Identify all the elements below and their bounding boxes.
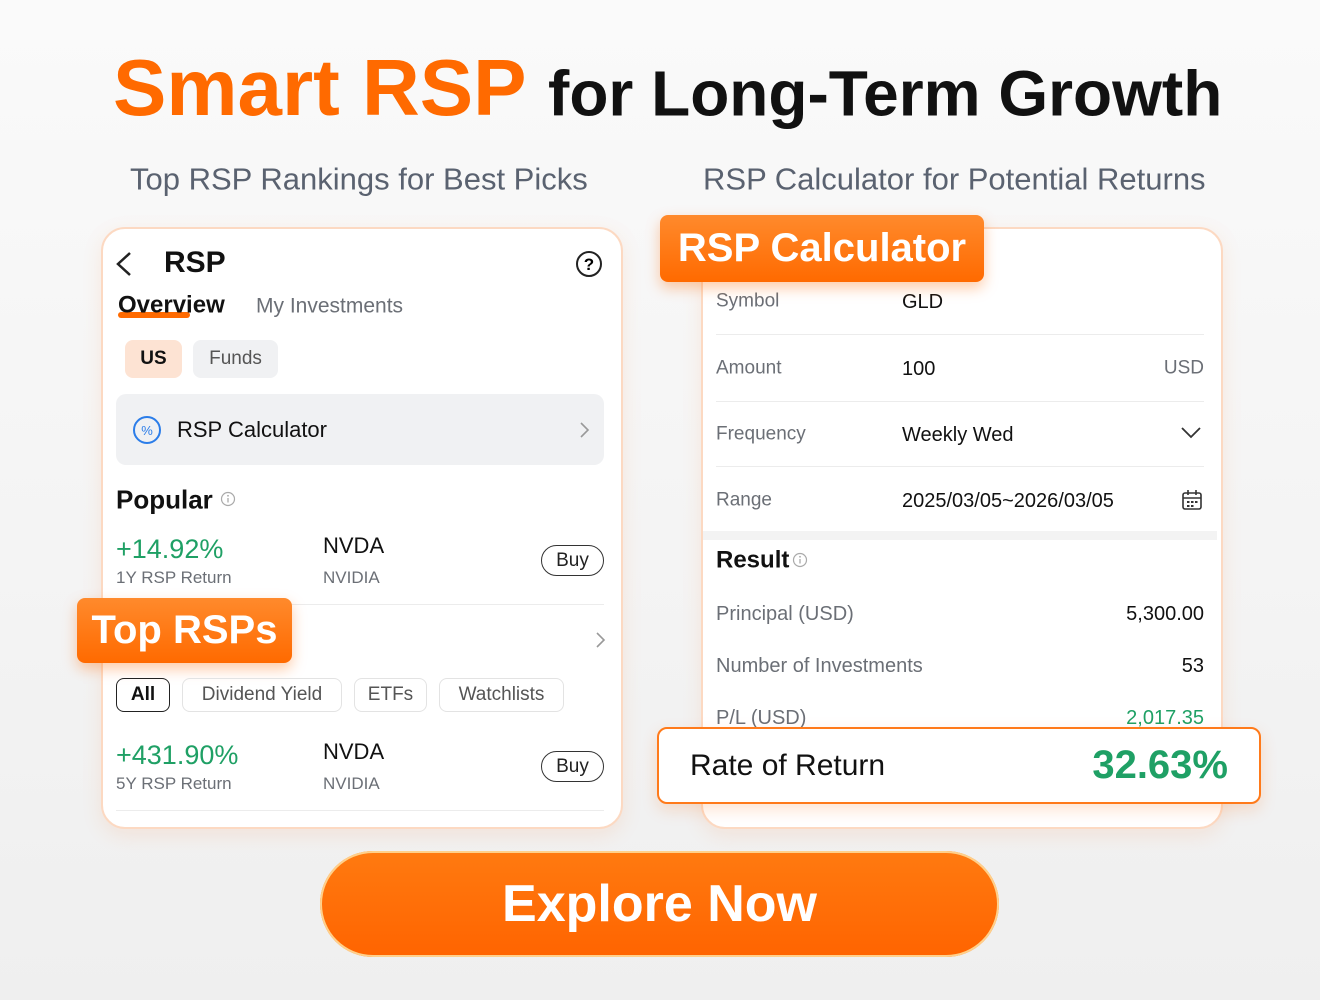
cta-button[interactable]: Explore Now <box>320 851 999 957</box>
calculator-row[interactable] <box>116 394 604 465</box>
input-label: Symbol <box>716 290 780 312</box>
calculator-link[interactable]: RSP Calculator <box>177 416 327 442</box>
divider <box>116 810 604 811</box>
section-heading: Result <box>716 546 790 574</box>
info-icon[interactable] <box>792 552 808 568</box>
input-value[interactable]: GLD <box>902 291 944 313</box>
help-icon[interactable]: ? <box>575 250 603 278</box>
rate-box <box>657 727 1261 804</box>
calculator-icon: % <box>133 416 161 444</box>
chevron <box>580 422 590 438</box>
section-separator <box>703 531 1217 540</box>
divider <box>716 401 1204 402</box>
caption: Top RSP Rankings for Best Picks <box>130 161 588 197</box>
tab[interactable]: Overview <box>118 291 225 319</box>
filter-pill[interactable]: Dividend Yield <box>182 678 342 712</box>
buy-button[interactable]: Buy <box>541 751 604 782</box>
return-label: 1Y RSP Return <box>116 567 232 587</box>
result-label: Number of Investments <box>716 655 923 677</box>
result-value: 53 <box>1181 655 1204 677</box>
divider <box>116 604 604 605</box>
calendar-icon[interactable] <box>1181 489 1203 511</box>
title-highlight: Smart RSP <box>113 43 527 132</box>
stock-name: NVIDIA <box>323 567 380 587</box>
symbol: NVDA <box>323 738 385 764</box>
market-pill[interactable]: US <box>125 340 182 378</box>
filter-pill[interactable]: Watchlists <box>439 678 564 712</box>
stock-name: NVIDIA <box>323 773 380 793</box>
dropdown-icon[interactable] <box>1180 426 1202 440</box>
return-label: 5Y RSP Return <box>116 773 232 793</box>
result-label: Principal (USD) <box>716 603 854 625</box>
rankings-card <box>101 227 623 829</box>
return: +14.92% <box>116 533 224 564</box>
filter-pill[interactable]: ETFs <box>354 678 427 712</box>
symbol: NVDA <box>323 532 385 558</box>
tab-underline <box>118 312 190 318</box>
input-value[interactable]: Weekly Wed <box>902 424 1014 446</box>
input-label: Range <box>716 489 772 511</box>
rate-value: 32.63% <box>1092 743 1228 787</box>
unit: USD <box>1163 357 1204 379</box>
tab[interactable]: My Investments <box>256 294 404 318</box>
return: +431.90% <box>116 739 239 770</box>
chevron <box>596 632 606 648</box>
input-value[interactable]: 2025/03/05~2026/03/05 <box>902 490 1114 512</box>
market-pill[interactable]: Funds <box>193 340 278 378</box>
divider <box>716 466 1204 467</box>
rate-label: Rate of Return <box>690 749 886 782</box>
result-value: 2,017.35 <box>1126 707 1204 729</box>
svg-text:%: % <box>141 423 153 438</box>
result-label: P/L (USD) <box>716 707 807 729</box>
back-icon[interactable] <box>112 250 136 278</box>
title: for Long-Term Growth <box>548 57 1223 130</box>
input-label: Frequency <box>716 423 806 445</box>
input-label: Amount <box>716 357 782 379</box>
buy-button[interactable]: Buy <box>541 545 604 576</box>
result-value: 5,300.00 <box>1126 603 1204 625</box>
section-heading: Popular <box>116 484 213 515</box>
divider <box>716 334 1204 335</box>
info-icon[interactable] <box>220 491 236 507</box>
calculator-badge: RSP Calculator <box>660 215 984 282</box>
top-rsps-badge: Top RSPs <box>77 598 292 663</box>
nav-title: RSP <box>164 246 226 279</box>
svg-text:?: ? <box>584 255 594 274</box>
caption: RSP Calculator for Potential Returns <box>703 161 1206 197</box>
filter-pill[interactable]: All <box>116 678 170 712</box>
input-value[interactable]: 100 <box>902 358 936 380</box>
